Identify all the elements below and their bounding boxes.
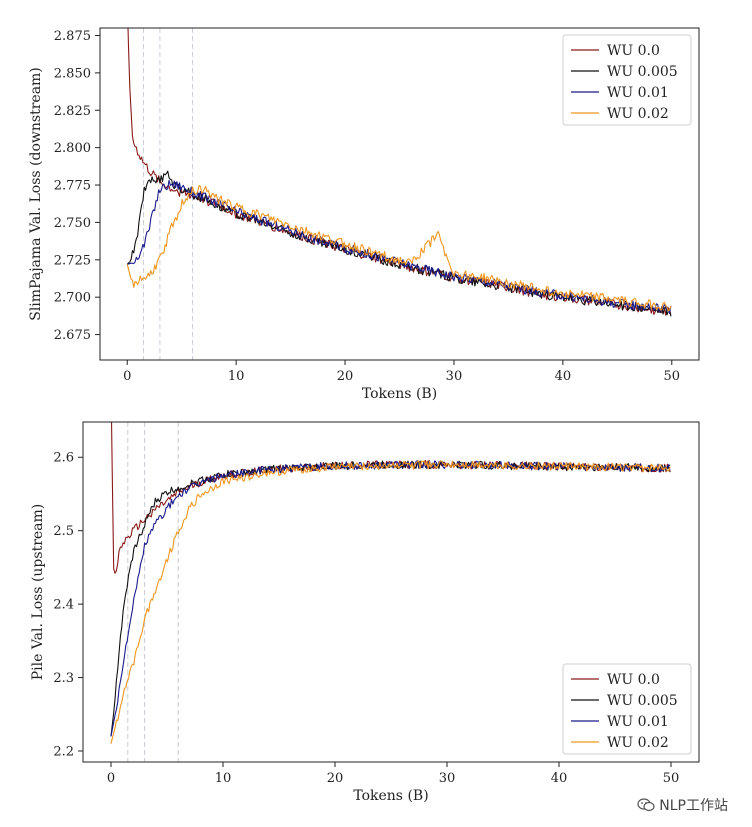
legend: WU 0.0 WU 0.005 WU 0.01 WU 0.02 — [562, 34, 692, 126]
x-tick-label: 10 — [228, 369, 245, 384]
y-tick-label: 2.2 — [53, 744, 74, 759]
x-axis-label: Tokens (B) — [353, 788, 428, 804]
x-axis-label: Tokens (B) — [362, 386, 437, 402]
x-tick-label: 30 — [439, 771, 456, 786]
y-tick-label: 2.3 — [53, 671, 74, 686]
y-tick-label: 2.775 — [54, 179, 91, 194]
x-tick-label: 50 — [663, 771, 680, 786]
x-tick-label: 0 — [107, 771, 115, 786]
legend: WU 0.0 WU 0.005 WU 0.01 WU 0.02 — [562, 663, 692, 755]
y-tick-label: 2.700 — [54, 291, 91, 306]
y-tick-label: 2.750 — [54, 216, 91, 231]
legend-label: WU 0.02 — [607, 106, 669, 122]
watermark-text: NLP工作站 — [659, 798, 728, 814]
y-tick-label: 2.5 — [53, 524, 74, 539]
x-tick-label: 40 — [551, 771, 568, 786]
y-tick-label: 2.875 — [54, 29, 91, 44]
chart-pile-loss: 0 10 20 30 40 50 2.2 2.3 2.4 2.5 2.6 Tokens (B) Pile… — [30, 421, 700, 804]
y-axis-label: Pile Val. Loss (upstream) — [30, 504, 46, 681]
series-line-wu-0-02 — [110, 460, 671, 744]
x-tick-label: 10 — [215, 771, 232, 786]
x-tick-label: 50 — [663, 369, 680, 384]
watermark: NLP工作站 — [637, 795, 728, 815]
legend-label: WU 0.02 — [607, 735, 669, 751]
series-line-wu-0-01 — [127, 179, 672, 314]
y-tick-label: 2.725 — [54, 253, 91, 268]
series-line-wu-0-02 — [126, 185, 672, 312]
plot-frame — [99, 27, 700, 361]
legend-label: WU 0.01 — [607, 85, 669, 101]
legend-label: WU 0.005 — [607, 693, 678, 709]
x-tick-label: 40 — [555, 369, 572, 384]
x-tick-label: 0 — [123, 369, 131, 384]
y-tick-label: 2.4 — [53, 598, 74, 613]
legend-label: WU 0.0 — [607, 672, 660, 688]
x-tick-label: 20 — [327, 771, 344, 786]
wechat-icon — [637, 798, 655, 812]
y-tick-label: 2.850 — [54, 66, 91, 81]
y-tick-label: 2.6 — [53, 451, 74, 466]
y-tick-label: 2.825 — [54, 104, 91, 119]
chart-slimpajama-loss: 0 10 20 30 40 50 2.675 2.700 2.725 2.750 2.775 2.80… — [28, 27, 700, 402]
plot-frame — [82, 421, 700, 763]
y-axis-label: SlimPajama Val. Loss (downstream) — [28, 67, 44, 321]
legend-label: WU 0.01 — [607, 714, 669, 730]
legend-label: WU 0.005 — [607, 64, 678, 80]
y-tick-label: 2.800 — [54, 141, 91, 156]
legend-label: WU 0.0 — [607, 43, 660, 59]
series-line-wu-0-0 — [110, 422, 671, 574]
x-tick-label: 20 — [337, 369, 354, 384]
y-tick-label: 2.675 — [54, 328, 91, 343]
x-tick-label: 30 — [446, 369, 463, 384]
